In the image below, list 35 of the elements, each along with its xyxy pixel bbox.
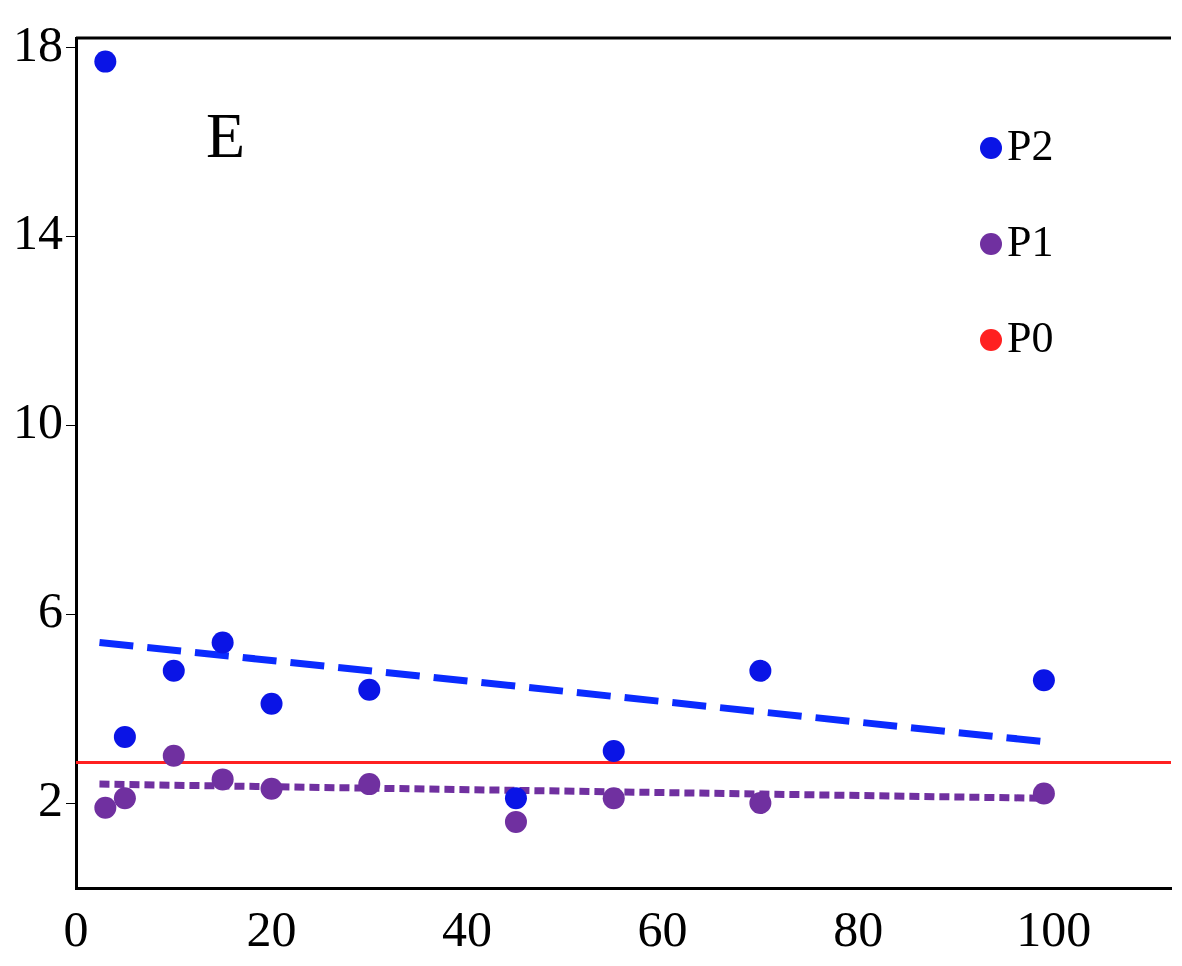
legend-label: P2 xyxy=(1007,120,1054,170)
point xyxy=(358,773,381,796)
y-tick-label: 18 xyxy=(13,15,63,72)
x-tick-label: 100 xyxy=(1016,901,1092,958)
x-tick-label: 60 xyxy=(637,901,688,958)
point xyxy=(1032,669,1055,692)
x-tick-label: 0 xyxy=(63,901,89,958)
point xyxy=(260,692,283,715)
point xyxy=(113,787,136,810)
point xyxy=(162,659,185,682)
annotation: E xyxy=(206,99,246,171)
point xyxy=(749,659,772,682)
point xyxy=(260,777,283,800)
point xyxy=(749,792,772,814)
point xyxy=(211,631,234,654)
y-tick-label: 14 xyxy=(13,204,63,261)
point xyxy=(1032,782,1055,805)
point xyxy=(602,787,625,810)
legend-label: P1 xyxy=(1007,216,1054,266)
point xyxy=(94,50,117,73)
point xyxy=(211,768,234,791)
legend-label: P0 xyxy=(1007,312,1054,362)
point xyxy=(94,796,117,819)
y-tick-label: 2 xyxy=(38,771,63,828)
point xyxy=(162,744,185,767)
y-tick-label: 6 xyxy=(38,582,63,639)
point xyxy=(602,740,625,763)
x-tick-label: 20 xyxy=(246,901,297,958)
y-tick-label: 10 xyxy=(13,393,63,450)
point xyxy=(113,725,136,748)
x-tick-label: 40 xyxy=(442,901,493,958)
point xyxy=(504,810,527,833)
x-tick-label: 80 xyxy=(833,901,884,958)
point xyxy=(358,678,381,701)
point xyxy=(504,787,527,810)
